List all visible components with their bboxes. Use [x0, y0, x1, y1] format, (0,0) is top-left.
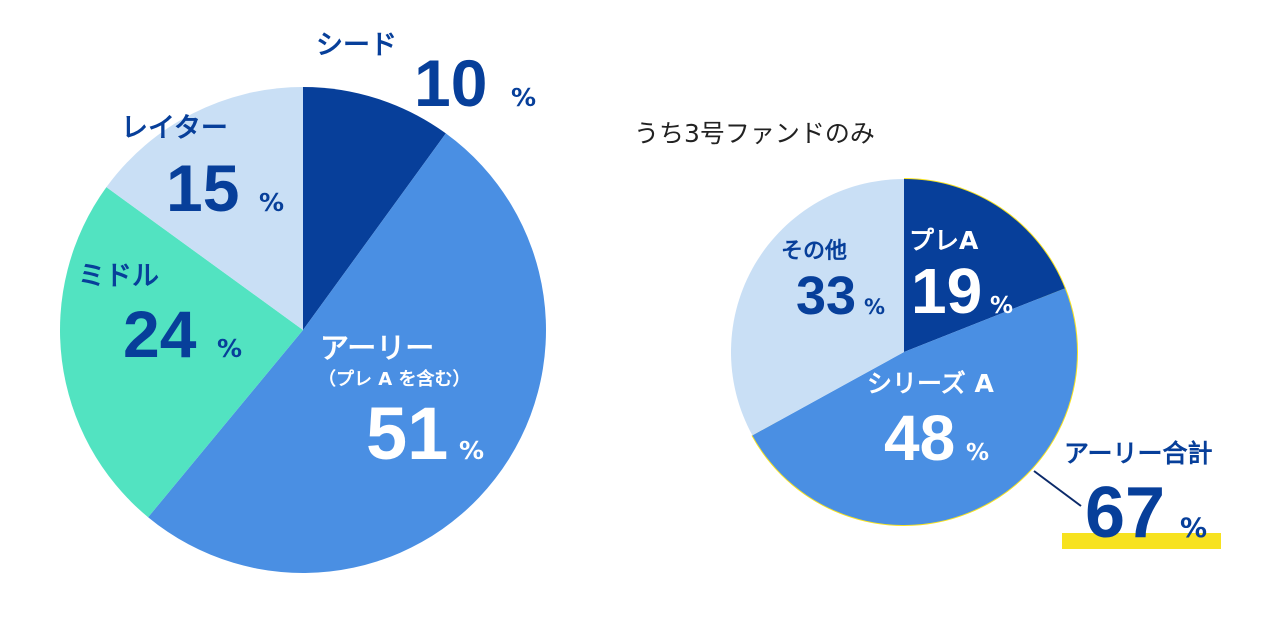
label-later-name: レイター: [121, 113, 228, 144]
label-seed-name: シード: [316, 30, 397, 61]
pie-chart-left: [60, 87, 547, 574]
label-early-total-value: 67: [1085, 473, 1165, 553]
label-other-unit: %: [864, 295, 885, 319]
label-prea-unit: %: [990, 293, 1013, 319]
label-middle-name: ミドル: [78, 261, 159, 292]
label-prea-name: プレA: [909, 226, 979, 255]
subchart-title: うち3号ファンドのみ: [634, 119, 875, 148]
label-early-value: 51: [366, 392, 448, 475]
label-seed-value: 10: [414, 46, 487, 120]
pie-right-slice-0: [904, 179, 1065, 352]
callout-line: [1033, 470, 1082, 507]
pie-left-slice-2: [60, 187, 303, 518]
label-early-total-unit: %: [1180, 513, 1207, 544]
pie-left-slice-0: [303, 87, 446, 330]
pie-left-slice-1: [148, 133, 547, 574]
label-later-unit: %: [259, 188, 284, 217]
pie-left-slice-3: [106, 87, 303, 330]
pie-chart-right: [731, 179, 1077, 525]
label-early-unit: %: [459, 436, 484, 465]
label-seriesa-value: 48: [884, 402, 955, 474]
label-seed-unit: %: [511, 83, 536, 112]
label-middle-unit: %: [217, 334, 242, 363]
label-early-total-name: アーリー合計: [1064, 439, 1213, 468]
callout-underline: [1062, 533, 1221, 549]
label-early-note: （プレ A を含む）: [318, 368, 470, 390]
label-early-name: アーリー: [320, 331, 434, 365]
label-prea-value: 19: [911, 255, 982, 327]
pie-right-slice-1: [752, 288, 1077, 525]
label-seriesa-name: シリーズ A: [867, 369, 994, 398]
label-other-value: 33: [796, 266, 856, 326]
label-middle-value: 24: [123, 297, 197, 371]
label-other-name: その他: [781, 239, 847, 264]
label-seriesa-unit: %: [966, 440, 989, 466]
pie-right-slice-2: [731, 179, 904, 436]
label-later-value: 15: [166, 151, 239, 225]
